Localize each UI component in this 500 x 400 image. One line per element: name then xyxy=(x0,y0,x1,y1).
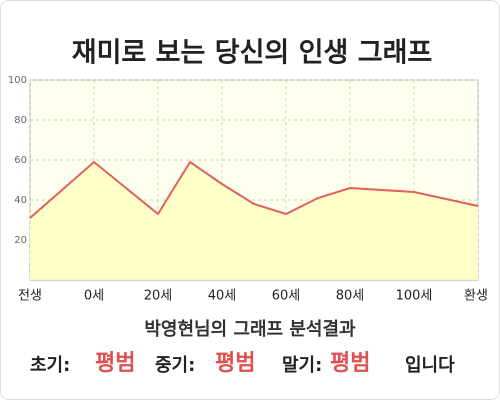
x-tick-label: 20세 xyxy=(144,289,173,304)
result-heading: 박영현님의 그래프 분석결과 xyxy=(144,319,356,340)
x-tick-label: 환생 xyxy=(464,289,488,304)
x-tick-label: 100세 xyxy=(396,289,433,304)
line xyxy=(29,160,479,219)
x-tick-label: 80세 xyxy=(336,289,365,304)
y-tick-label: 40 xyxy=(14,195,27,206)
y-tick-label: 80 xyxy=(14,115,27,126)
result-label: 초기: xyxy=(30,355,70,376)
x-tick-label: 0세 xyxy=(84,289,104,304)
area xyxy=(30,162,478,280)
result-label: 중기: xyxy=(155,355,195,376)
chart-title: 재미로 보는 당신의 인생 그래프 xyxy=(72,38,433,69)
result-value: 평범 xyxy=(330,351,370,376)
result-value: 평범 xyxy=(215,351,255,376)
y-tick-label: 100 xyxy=(8,75,27,86)
x-tick-label: 40세 xyxy=(208,289,237,304)
y-tick-label: 20 xyxy=(14,235,27,246)
x-tick-label: 60세 xyxy=(272,289,301,304)
result-label: 말기: xyxy=(282,355,322,376)
x-tick-label: 전생 xyxy=(18,289,42,304)
result-value: 평범 xyxy=(95,351,135,376)
y-tick-label: 60 xyxy=(14,155,27,166)
result-suffix: 입니다 xyxy=(405,354,455,376)
